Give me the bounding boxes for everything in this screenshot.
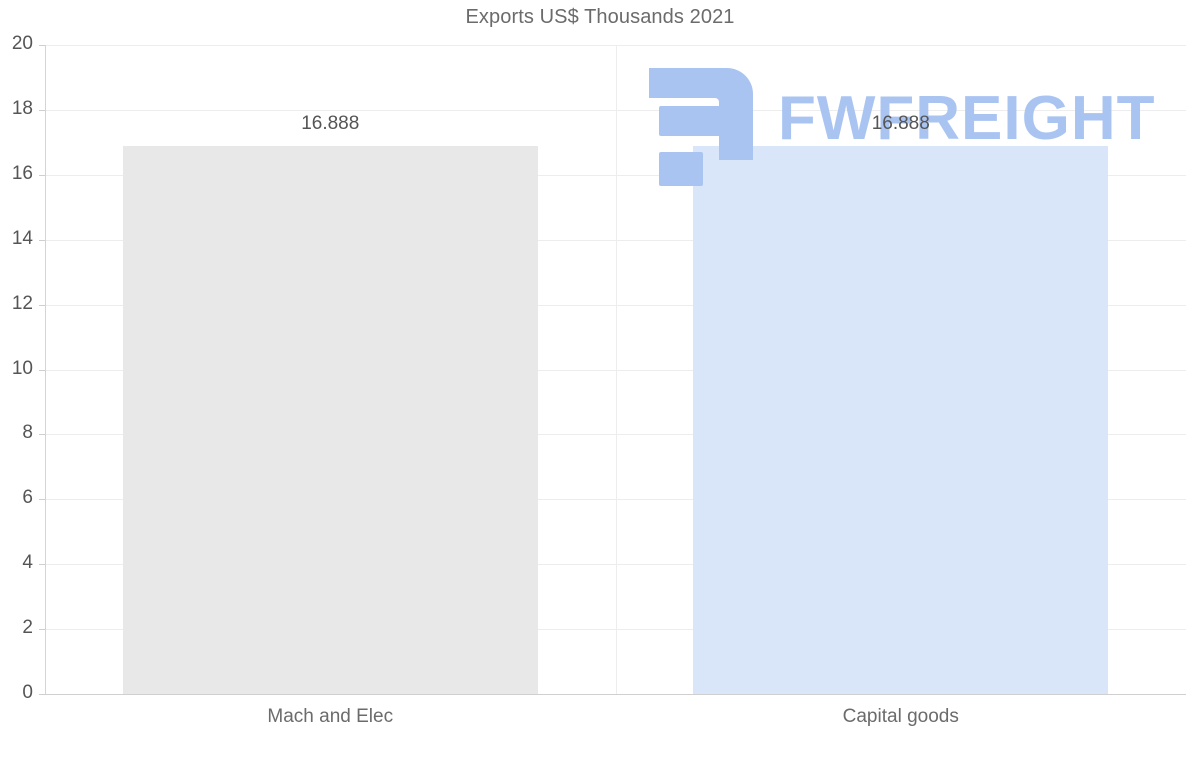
y-axis-tick-mark <box>39 434 45 436</box>
x-axis-tick-label: Mach and Elec <box>267 706 394 727</box>
y-axis-tick-mark <box>39 499 45 501</box>
y-axis-tick-label: 0 <box>22 682 33 703</box>
bar-value-label: 16.888 <box>301 112 360 134</box>
y-axis-tick-label: 16 <box>11 162 33 184</box>
y-axis-tick-mark <box>39 694 45 695</box>
gridline-vertical <box>615 45 617 694</box>
y-axis-tick-mark <box>39 304 45 306</box>
y-axis-tick-mark <box>39 629 45 631</box>
plot-area <box>45 45 1186 695</box>
bar-value-label: 16.888 <box>871 112 930 134</box>
y-axis-tick-label: 4 <box>22 552 33 574</box>
y-axis-tick-mark <box>39 239 45 241</box>
bar-2[interactable] <box>693 145 1109 694</box>
chart-title: Exports US$ Thousands 2021 <box>465 6 735 28</box>
x-axis-tick-label: Capital goods <box>842 706 959 727</box>
y-axis-tick-label: 8 <box>22 422 33 444</box>
x-axis-line <box>45 694 1186 695</box>
y-axis-tick-label: 18 <box>11 97 33 119</box>
y-axis-tick-label: 14 <box>11 227 33 249</box>
y-axis-tick-label: 20 <box>11 33 33 54</box>
y-axis-tick-label: 12 <box>11 292 33 314</box>
y-axis-tick-mark <box>39 564 45 566</box>
y-axis-tick-mark <box>39 369 45 371</box>
y-axis-tick-mark <box>39 45 45 46</box>
y-axis-tick-mark <box>39 174 45 176</box>
y-axis-tick-label: 6 <box>22 487 33 509</box>
y-axis-line <box>45 45 46 695</box>
y-axis-tick-label: 10 <box>11 357 33 379</box>
y-axis-tick-mark <box>39 109 45 111</box>
bar-1[interactable] <box>122 145 538 694</box>
y-axis-tick-label: 2 <box>22 617 33 639</box>
